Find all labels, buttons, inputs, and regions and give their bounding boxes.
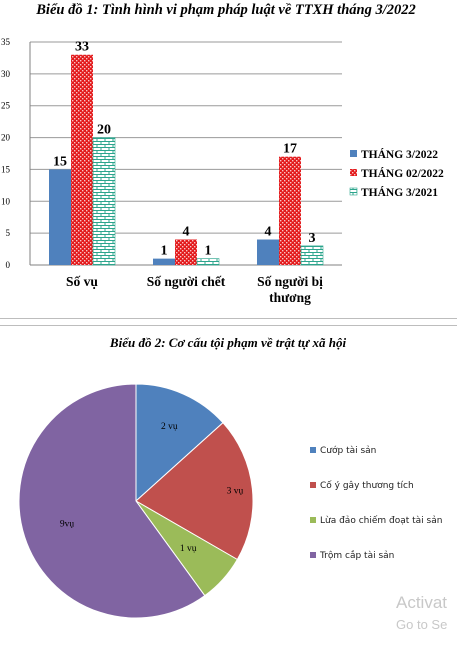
pie-legend-swatch	[310, 517, 316, 523]
pie-slice-label: 9vụ	[60, 519, 75, 529]
y-tick-label: 20	[1, 133, 11, 143]
bar-value-label: 1	[205, 244, 212, 259]
pie-slice-2	[135, 422, 254, 561]
y-tick-label: 30	[1, 69, 11, 79]
bar-value-label: 15	[53, 154, 67, 169]
pie-legend-label: Cướp tài sản	[320, 445, 376, 456]
bar-chart-panel: Biểu đồ 1: Tình hình vi phạm pháp luật v…	[0, 0, 457, 318]
pie-slice-label: 3 vụ	[227, 487, 244, 497]
bar-value-label: 17	[283, 142, 297, 157]
legend-label: THÁNG 3/2021	[361, 185, 438, 199]
y-tick-label: 35	[1, 37, 11, 47]
bar-3-1	[92, 137, 116, 266]
bar-2-1	[71, 54, 93, 265]
pie-slice-1	[135, 383, 224, 503]
legend-swatch	[350, 150, 357, 157]
bar-3-3	[300, 245, 324, 266]
bar-value-label: 20	[97, 123, 111, 138]
bar-value-label: 4	[183, 225, 190, 240]
x-tick-label: thương	[269, 290, 311, 305]
legend-swatch	[350, 169, 357, 176]
bar-chart: Biểu đồ 1: Tình hình vi phạm pháp luật v…	[1, 2, 444, 305]
bar-value-label: 3	[309, 231, 316, 246]
pie-slice-labels: 2 vụ 3 vụ 1 vụ 9vụ	[60, 422, 244, 554]
bar-1-2	[153, 258, 175, 265]
pie-slice-4	[18, 383, 206, 619]
x-tick-label: Số vụ	[66, 274, 98, 289]
pie-legend-label: Lừa đảo chiếm đoạt tài sản	[320, 515, 442, 526]
y-tick-label: 10	[1, 196, 11, 206]
pie-slice-label: 2 vụ	[161, 422, 178, 432]
bar-series-group	[49, 54, 324, 266]
pie-legend-swatch	[310, 552, 316, 558]
bar-1-1	[49, 169, 71, 265]
pie-slice-label: 1 vụ	[180, 544, 197, 554]
y-tick-label: 15	[1, 164, 11, 174]
bar-value-label: 1	[161, 244, 168, 259]
pie-chart-panel: Biểu đồ 2: Cơ cấu tội phạm về trật tự xã…	[0, 326, 457, 653]
watermark-line1: Activat	[396, 593, 448, 612]
bar-y-ticks: 0 5 10 15 20 25 30 35	[1, 37, 11, 270]
bar-2-3	[279, 156, 301, 265]
y-tick-label: 25	[1, 101, 11, 111]
bar-2-2	[175, 239, 197, 265]
pie-legend-swatch	[310, 447, 316, 453]
bar-value-label: 4	[265, 225, 272, 240]
pie-legend-label: Trộm cắp tài sản	[319, 550, 394, 561]
pie-chart: Biểu đồ 2: Cơ cấu tội phạm về trật tự xã…	[18, 335, 442, 619]
y-tick-label: 0	[6, 260, 11, 270]
pie-legend-swatch	[310, 482, 316, 488]
bar-chart-title: Biểu đồ 1: Tình hình vi phạm pháp luật v…	[35, 2, 415, 18]
legend-label: THÁNG 02/2022	[361, 166, 444, 180]
legend-swatch	[349, 187, 358, 196]
bar-legend: THÁNG 3/2022 THÁNG 02/2022 THÁNG 3/2021	[349, 147, 444, 199]
pie-legend: Cướp tài sản Cố ý gây thương tích Lừa đảo …	[310, 445, 442, 561]
pie-legend-label: Cố ý gây thương tích	[320, 480, 414, 491]
bar-value-label: 33	[75, 40, 89, 55]
x-tick-label: Số người chết	[147, 274, 226, 289]
y-tick-label: 5	[6, 228, 11, 238]
legend-label: THÁNG 3/2022	[361, 147, 438, 161]
x-tick-label: Số người bị	[257, 274, 323, 289]
pie-slices-group	[18, 383, 254, 619]
pie-chart-title: Biểu đồ 2: Cơ cấu tội phạm về trật tự xã…	[109, 335, 347, 350]
panel-divider-bottom	[0, 325, 457, 326]
bar-3-2	[196, 258, 220, 266]
bar-1-3	[257, 239, 279, 265]
watermark-line2: Go to Se	[396, 617, 448, 632]
panel-divider-top	[0, 318, 457, 319]
